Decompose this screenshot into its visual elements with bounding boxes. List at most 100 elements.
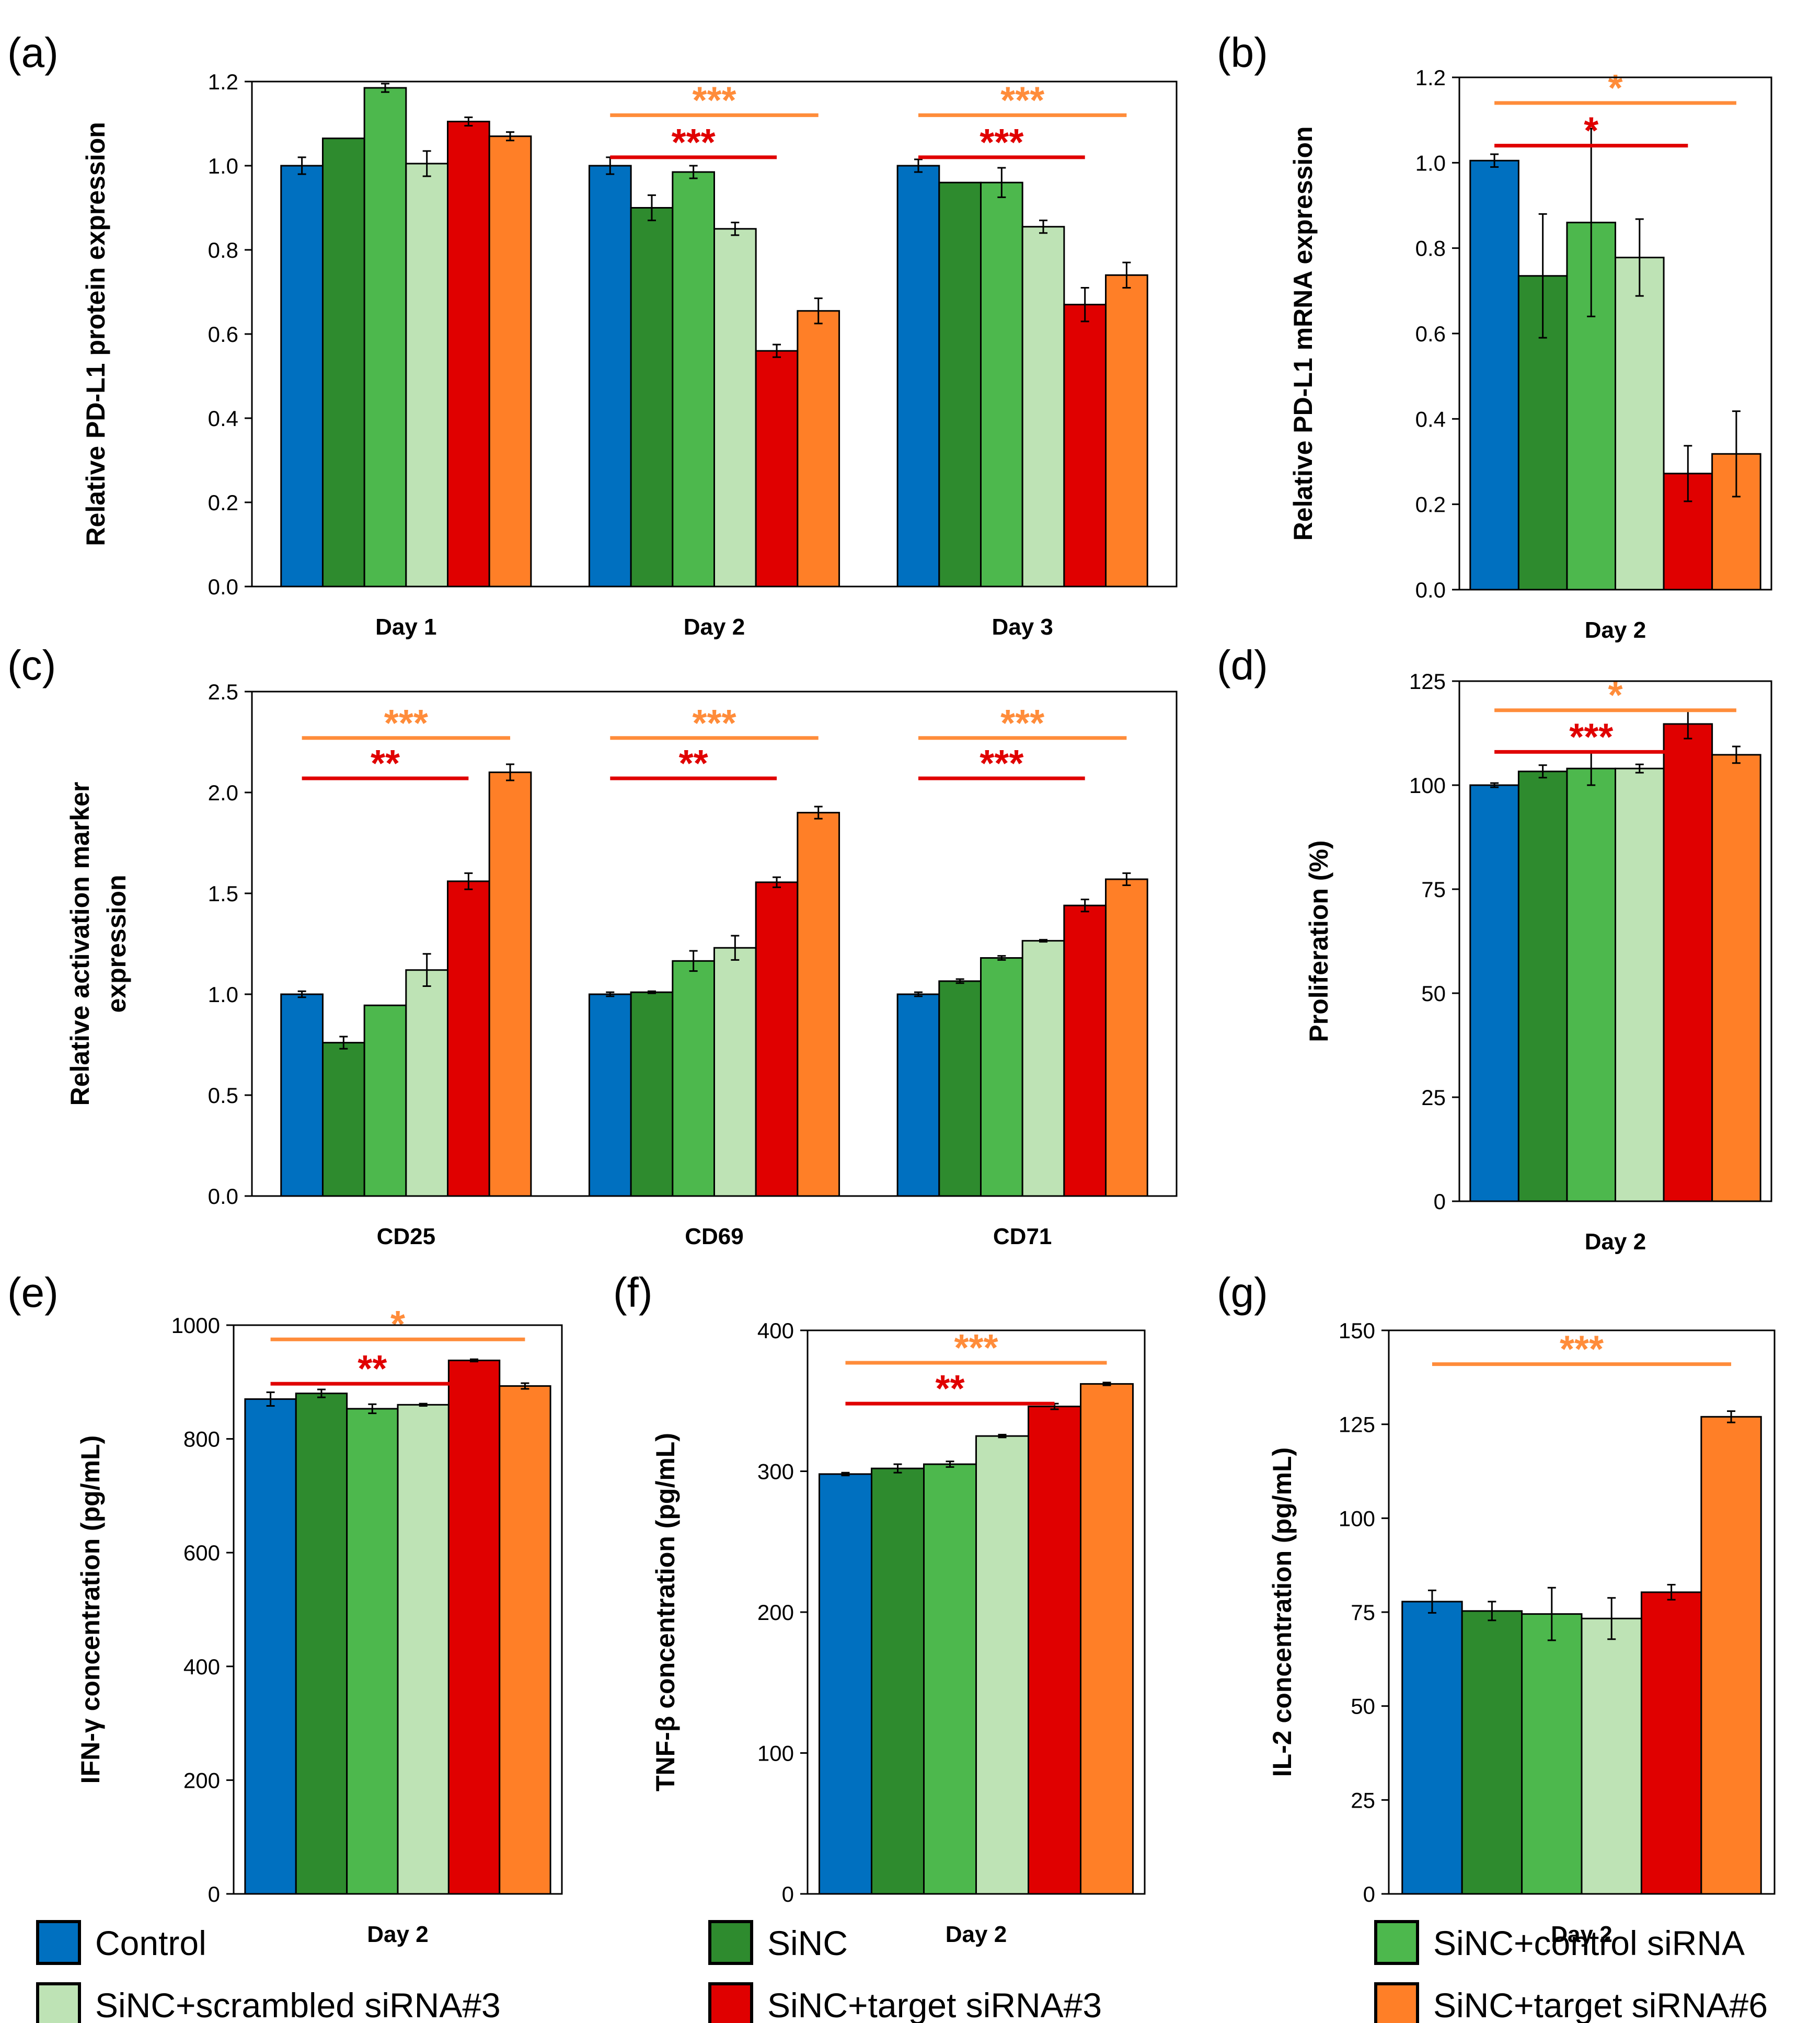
- bar-control: [1469, 784, 1519, 1202]
- bar-control: [819, 1473, 872, 1895]
- y-tick-label: 300: [757, 1459, 794, 1484]
- y-tick-label: 2.0: [208, 780, 238, 805]
- y-tick-label: 0.8: [1415, 236, 1446, 261]
- y-tick-label: 150: [1339, 1318, 1375, 1343]
- panel-label-b: (b): [1217, 29, 1268, 76]
- y-axis-label: TNF-β concentration (pg/mL): [651, 1433, 680, 1791]
- y-tick-label: 0.6: [208, 322, 238, 347]
- y-tick-label: 200: [183, 1768, 220, 1792]
- significance-stars: ***: [980, 743, 1023, 785]
- y-tick-label: 1.0: [1415, 151, 1446, 175]
- significance-stars: ***: [692, 79, 736, 121]
- significance-stars: ***: [954, 1327, 998, 1369]
- legend-label: Control: [95, 1924, 206, 1962]
- legend-label: SiNC+scrambled siRNA#3: [95, 1986, 501, 2023]
- category-label: Day 2: [1551, 1922, 1612, 1947]
- bar-sinc_scrambled: [405, 163, 449, 588]
- y-tick-label: 50: [1421, 981, 1446, 1006]
- bar-sinc_target6: [499, 1385, 551, 1895]
- significance-stars: ***: [1560, 1329, 1604, 1371]
- bar-control: [1469, 159, 1519, 591]
- bar-control: [588, 165, 632, 588]
- significance-stars: **: [358, 1348, 387, 1390]
- bar-control: [896, 993, 940, 1197]
- legend-item-sinc_target6: SiNC+target siRNA#6: [1374, 1982, 1768, 2023]
- legend-swatch: [1374, 1920, 1419, 1965]
- bar-sinc: [871, 1467, 925, 1895]
- bar-control: [280, 993, 324, 1197]
- bar-sinc_control_sirna: [346, 1408, 399, 1895]
- legend-item-sinc: SiNC: [708, 1920, 848, 1965]
- panel-label-g: (g): [1217, 1269, 1268, 1316]
- significance-stars: **: [371, 743, 400, 785]
- legend-swatch: [36, 1982, 81, 2023]
- category-label: CD71: [993, 1224, 1052, 1249]
- y-tick-label: 125: [1409, 669, 1446, 694]
- legend: Control SiNC SiNC+control siRNA SiNC+scramb…: [36, 1920, 1768, 2023]
- bar-sinc: [938, 181, 982, 588]
- y-tick-label: 25: [1421, 1085, 1446, 1110]
- bar-sinc_scrambled: [1615, 767, 1665, 1202]
- legend-label: SiNC+target siRNA#3: [767, 1986, 1102, 2023]
- y-axis-label: Relative activation marker: [65, 782, 95, 1106]
- bar-sinc_target3: [447, 880, 490, 1197]
- y-axis-label: IFN-γ concentration (pg/mL): [76, 1435, 105, 1784]
- bar-sinc_target3: [1663, 723, 1713, 1202]
- y-tick-label: 0.8: [208, 238, 238, 262]
- y-tick-label: 200: [757, 1600, 794, 1625]
- y-tick-label: 0.0: [208, 574, 238, 599]
- legend-item-sinc_scrambled: SiNC+scrambled siRNA#3: [36, 1982, 501, 2023]
- bar-sinc_target3: [447, 1359, 501, 1895]
- legend-label: SiNC+target siRNA#6: [1433, 1986, 1768, 2023]
- category-label: Day 2: [367, 1922, 428, 1947]
- category-label: Day 3: [992, 614, 1053, 640]
- bar-sinc_target3: [1063, 904, 1107, 1197]
- y-tick-label: 0.2: [1415, 492, 1446, 517]
- bar-sinc_target3: [1028, 1406, 1081, 1895]
- category-label: CD69: [685, 1224, 744, 1249]
- significance-stars: ***: [672, 122, 716, 164]
- y-axis-label: expression: [102, 875, 131, 1013]
- plot-frame: [233, 1324, 563, 1895]
- bar-sinc_target3: [1640, 1591, 1702, 1895]
- bar-sinc: [1517, 771, 1568, 1202]
- bar-sinc_control_sirna: [363, 1004, 407, 1197]
- bar-sinc_target6: [488, 135, 532, 588]
- category-label: Day 1: [375, 614, 436, 640]
- bar-sinc_target3: [1063, 304, 1107, 588]
- panel-c: (c)0.00.51.01.52.02.5****************CD2…: [7, 642, 1178, 1249]
- y-tick-label: 0.5: [208, 1083, 238, 1108]
- bar-sinc_target6: [1080, 1383, 1134, 1895]
- bar-sinc_control_sirna: [1521, 1613, 1583, 1895]
- y-tick-label: 0.6: [1415, 321, 1446, 346]
- legend-item-control: Control: [36, 1920, 206, 1965]
- y-axis-label: IL-2 concentration (pg/mL): [1268, 1447, 1297, 1777]
- y-tick-label: 50: [1351, 1694, 1375, 1719]
- y-tick-label: 400: [183, 1654, 220, 1679]
- y-tick-label: 800: [183, 1427, 220, 1452]
- y-tick-label: 600: [183, 1541, 220, 1565]
- legend-swatch: [708, 1920, 753, 1965]
- panel-f: (f) 0 100 200 300 400 ***** Day 2 TNF-β concentr…: [613, 1269, 1146, 1947]
- panels: (a)0.00.20.40.60.81.01.2 ************Day …: [7, 29, 1776, 1947]
- significance-stars: *: [1608, 67, 1622, 109]
- bar-sinc_control_sirna: [672, 960, 715, 1197]
- bar-sinc_target6: [797, 812, 840, 1197]
- y-tick-label: 1.5: [208, 881, 238, 906]
- y-tick-label: 0.0: [208, 1184, 238, 1209]
- y-tick-label: 0: [1363, 1882, 1375, 1906]
- bar-sinc: [321, 1042, 365, 1197]
- bar-control: [588, 993, 632, 1197]
- significance-stars: *: [1584, 110, 1598, 152]
- bar-sinc_target3: [447, 120, 490, 588]
- significance-stars: ***: [980, 122, 1023, 164]
- y-tick-label: 0.0: [1415, 578, 1446, 602]
- legend-item-sinc_control_sirna: SiNC+control siRNA: [1374, 1920, 1745, 1965]
- bar-control: [1401, 1601, 1463, 1895]
- y-tick-label: 100: [757, 1741, 794, 1766]
- y-tick-label: 0.2: [208, 490, 238, 515]
- y-tick-label: 125: [1339, 1412, 1375, 1437]
- significance-stars: ***: [384, 703, 428, 744]
